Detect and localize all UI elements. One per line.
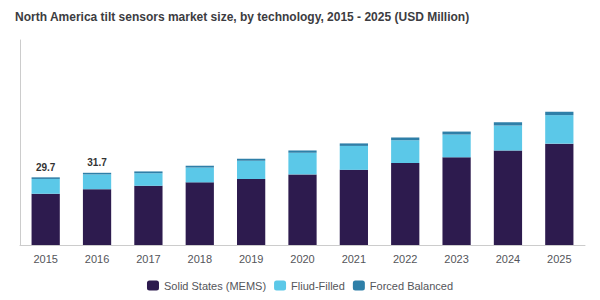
svg-text:2019: 2019 <box>239 253 263 265</box>
svg-text:31.7: 31.7 <box>87 157 107 168</box>
svg-text:North America tilt sensors mar: North America tilt sensors market size, … <box>15 10 469 24</box>
svg-text:2015: 2015 <box>33 253 57 265</box>
svg-text:Fliud-Filled: Fliud-Filled <box>291 280 345 292</box>
svg-text:Forced Balanced: Forced Balanced <box>370 280 453 292</box>
svg-text:2025: 2025 <box>547 253 571 265</box>
svg-text:2018: 2018 <box>188 253 212 265</box>
svg-text:Solid States (MEMS): Solid States (MEMS) <box>164 280 266 292</box>
svg-text:2023: 2023 <box>444 253 468 265</box>
svg-text:2021: 2021 <box>342 253 366 265</box>
svg-text:2016: 2016 <box>85 253 109 265</box>
svg-text:29.7: 29.7 <box>36 162 56 173</box>
svg-text:2022: 2022 <box>393 253 417 265</box>
svg-text:2020: 2020 <box>290 253 314 265</box>
svg-text:2024: 2024 <box>496 253 520 265</box>
svg-text:2017: 2017 <box>136 253 160 265</box>
